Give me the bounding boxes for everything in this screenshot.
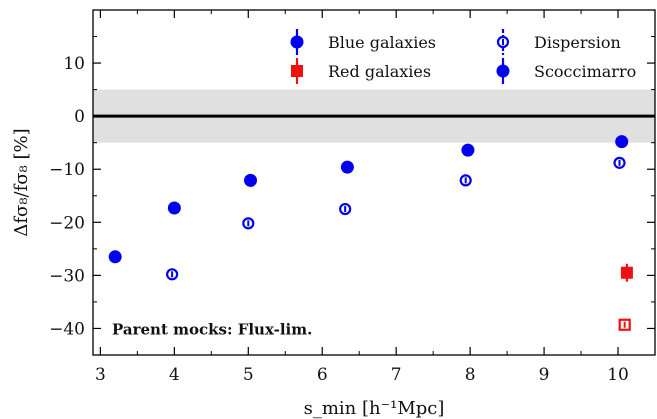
series-dispersion-blue-galaxies: [166, 156, 626, 281]
y-tick-label: −20: [49, 213, 85, 233]
reference-band-layer: [93, 89, 655, 143]
legend: Blue galaxies Red galaxies Dispersion Scocc…: [290, 29, 636, 84]
series-scoccimarro-blue-galaxies: [108, 135, 629, 264]
plot-frame: [92, 9, 656, 356]
point-marker: [244, 173, 258, 187]
series-scoccimarro-red-galaxies: [620, 263, 633, 282]
y-tick-label: −30: [49, 266, 85, 286]
legend-item: Red galaxies: [291, 58, 431, 84]
y-tick-label: 10: [63, 54, 85, 74]
y-axis-label: Δfσ₈/fσ₈ [%]: [11, 128, 32, 236]
legend-item: Dispersion: [496, 29, 621, 55]
x-tick-label: 6: [317, 365, 328, 385]
point-marker: [340, 160, 354, 174]
x-tick-label: 3: [95, 365, 106, 385]
point-marker: [167, 201, 181, 215]
x-tick-label: 9: [539, 365, 550, 385]
legend-label: Blue galaxies: [328, 33, 436, 52]
x-tick-label: 5: [243, 365, 254, 385]
y-tick-label: 0: [74, 107, 85, 127]
point-marker: [108, 250, 122, 264]
legend-label: Dispersion: [534, 33, 621, 52]
data-marks-layer: [108, 135, 633, 331]
legend-label: Scoccimarro: [534, 62, 636, 81]
annotation-text: Parent mocks: Flux-lim.: [112, 320, 312, 338]
y-tick-label: −40: [49, 319, 85, 339]
x-tick-label: 7: [391, 365, 402, 385]
point-marker: [620, 266, 633, 279]
series-dispersion-red-galaxies: [618, 318, 631, 331]
y-tick-label: −10: [49, 160, 85, 180]
point-marker: [290, 35, 304, 49]
axis-ticks-layer: 3 4 5 6 7 8 9 10 −40 −30 −20 −10 0 10: [49, 10, 655, 385]
legend-label: Red galaxies: [328, 62, 431, 81]
x-tick-label: 4: [169, 365, 180, 385]
point-marker: [615, 135, 629, 149]
point-marker: [496, 64, 510, 78]
legend-item: Blue galaxies: [290, 29, 436, 55]
x-tick-label: 10: [607, 365, 629, 385]
point-marker: [291, 65, 303, 77]
legend-item: Scoccimarro: [496, 58, 636, 84]
point-marker: [461, 143, 475, 157]
x-tick-label: 8: [465, 365, 476, 385]
x-axis-label: s_min [h⁻¹Mpc]: [304, 398, 445, 419]
